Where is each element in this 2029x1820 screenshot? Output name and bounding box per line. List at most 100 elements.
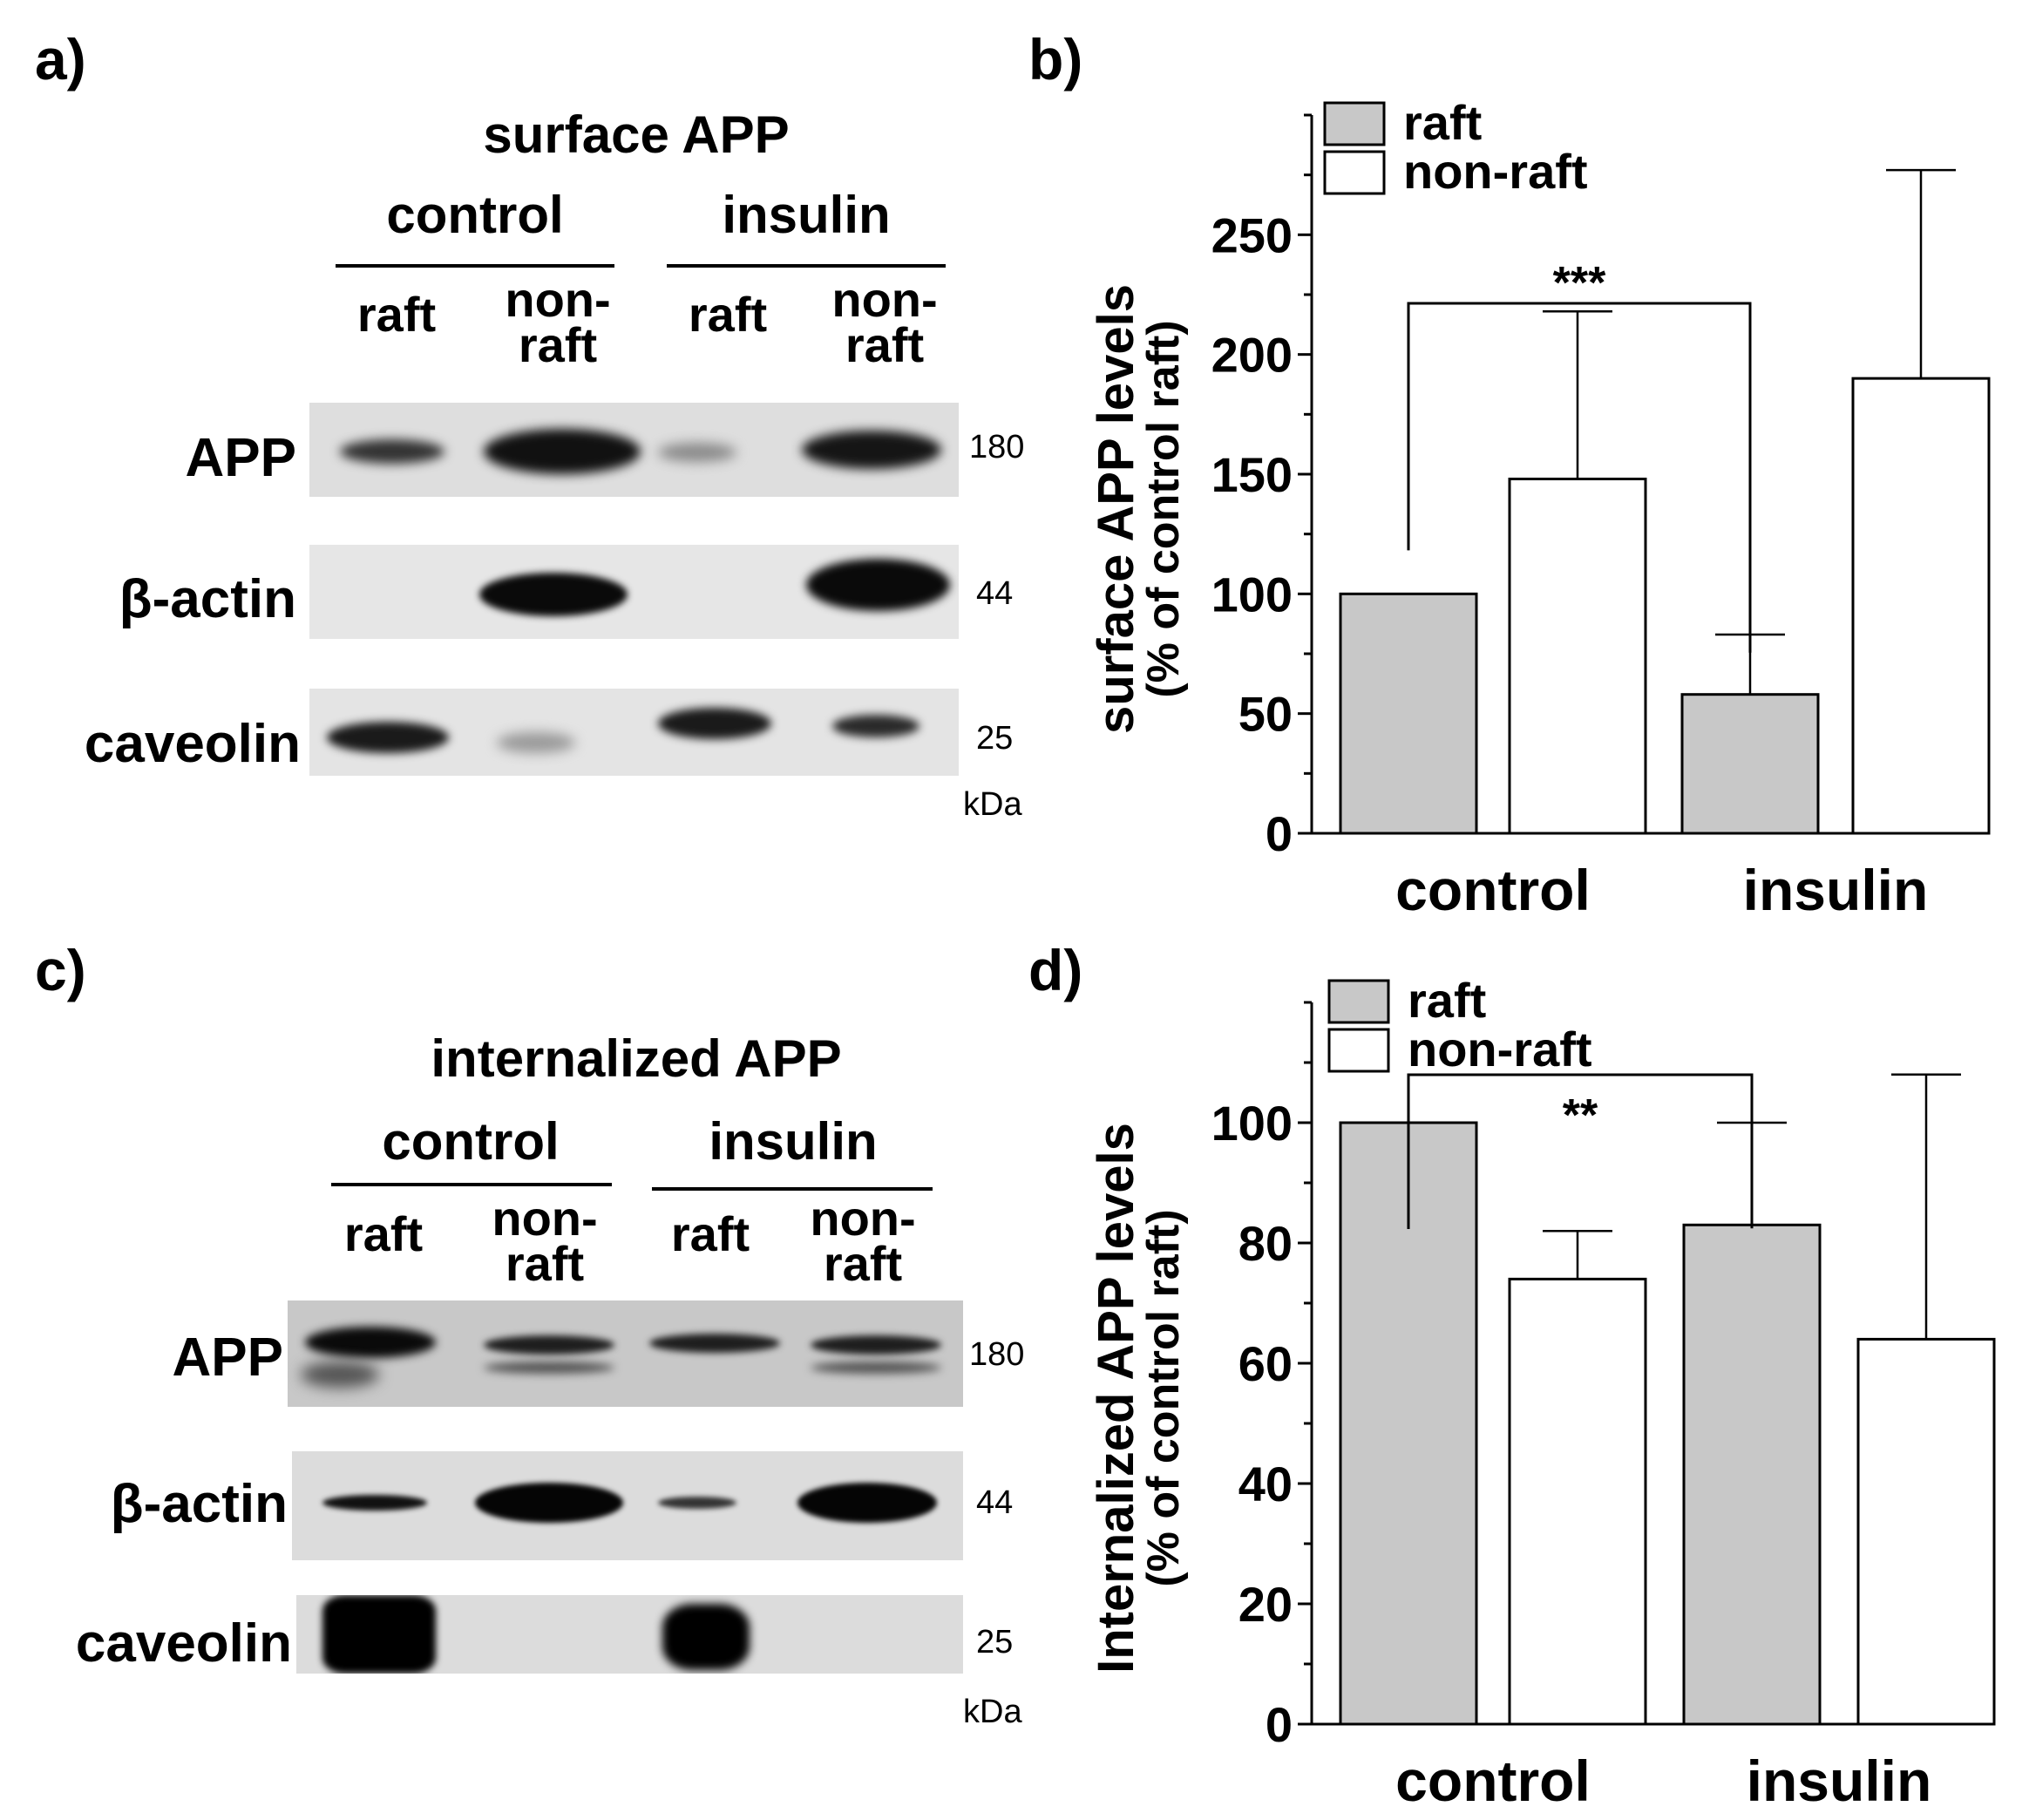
y-tick-label: 40 bbox=[1238, 1457, 1293, 1511]
band bbox=[806, 559, 950, 611]
lane-label-c-3: raft bbox=[670, 1206, 750, 1261]
band bbox=[649, 1334, 780, 1353]
band bbox=[475, 1483, 623, 1523]
band bbox=[832, 715, 919, 737]
panel-letter-a: a) bbox=[35, 27, 86, 92]
band bbox=[658, 708, 771, 739]
y-axis-label-line2: (% of control raft) bbox=[1138, 1209, 1189, 1586]
y-axis-label-line2: (% of control raft) bbox=[1138, 320, 1189, 697]
kda-a-unit: kDa bbox=[963, 786, 1022, 823]
kda-a-44: 44 bbox=[976, 575, 1014, 612]
row-label-c-caveolin: caveolin bbox=[75, 1613, 292, 1674]
y-axis-label-line1: surface APP levels bbox=[1088, 284, 1144, 734]
blot-title-a: surface APP bbox=[483, 105, 790, 164]
band bbox=[811, 1362, 941, 1374]
group-label-a-insulin: insulin bbox=[722, 186, 891, 244]
legend-swatch-raft bbox=[1323, 101, 1386, 146]
panel-letter-b: b) bbox=[1028, 27, 1083, 92]
kda-c-25: 25 bbox=[976, 1624, 1014, 1660]
y-tick-label: 80 bbox=[1238, 1216, 1293, 1271]
legend-label-non-raft: non-raft bbox=[1408, 1022, 1592, 1076]
x-category-label: insulin bbox=[1747, 1749, 1932, 1813]
group-line-c-control bbox=[331, 1183, 612, 1186]
bar-raft-insulin bbox=[1680, 693, 1820, 835]
blot-c-actin bbox=[292, 1451, 963, 1560]
panel-letter-d: d) bbox=[1028, 938, 1083, 1002]
legend-label-raft: raft bbox=[1408, 973, 1486, 1028]
blot-a-actin bbox=[309, 545, 959, 639]
group-label-a-control: control bbox=[386, 186, 564, 244]
legend-label-non-raft: non-raft bbox=[1403, 144, 1588, 199]
y-tick-label: 150 bbox=[1211, 447, 1293, 502]
bar-raft-control bbox=[1339, 1121, 1478, 1726]
band bbox=[658, 443, 736, 462]
row-label-a-actin: β-actin bbox=[119, 569, 296, 629]
x-category-label: insulin bbox=[1743, 858, 1929, 922]
y-tick-label: 0 bbox=[1266, 1697, 1293, 1752]
lane-label-a-3: raft bbox=[688, 287, 768, 342]
y-tick-label: 0 bbox=[1266, 806, 1293, 861]
bar-non-raft-control bbox=[1508, 1277, 1647, 1726]
y-tick-label: 50 bbox=[1238, 687, 1293, 742]
band bbox=[322, 1595, 436, 1674]
y-axis-label-line1: Internalized APP levels bbox=[1088, 1123, 1144, 1674]
bar-non-raft-control bbox=[1508, 477, 1647, 835]
legend-swatch-raft bbox=[1327, 979, 1390, 1024]
band bbox=[340, 439, 444, 464]
group-label-c-control: control bbox=[382, 1112, 560, 1171]
row-label-a-caveolin: caveolin bbox=[84, 714, 301, 774]
lane-label-a-1: raft bbox=[356, 287, 437, 342]
blot-a-caveolin bbox=[309, 689, 959, 776]
bar-non-raft-insulin bbox=[1856, 1337, 1996, 1726]
band bbox=[484, 1362, 614, 1374]
bar-raft-insulin bbox=[1682, 1223, 1822, 1726]
significance-label: *** bbox=[1553, 258, 1606, 309]
kda-a-25: 25 bbox=[976, 720, 1014, 757]
chart-b: 0 50 100 150 200 250 surface APP levels(% of c… bbox=[1088, 95, 1991, 922]
y-tick-label: 100 bbox=[1211, 1096, 1293, 1151]
kda-c-180: 180 bbox=[969, 1336, 1025, 1373]
group-line-a-control bbox=[336, 264, 614, 268]
y-tick-label: 60 bbox=[1238, 1336, 1293, 1391]
band bbox=[327, 722, 449, 753]
band bbox=[484, 1335, 614, 1355]
y-axis-label: Internalized APP levels(% of control raf… bbox=[1088, 1123, 1189, 1674]
bar-non-raft-insulin bbox=[1851, 377, 1991, 835]
significance-bracket bbox=[1407, 1073, 1754, 1229]
x-category-label: control bbox=[1395, 858, 1591, 922]
group-label-c-insulin: insulin bbox=[709, 1112, 878, 1171]
blot-c-app bbox=[288, 1300, 963, 1407]
panel-letter-c: c) bbox=[35, 938, 86, 1002]
lane-label-c-2: non-raft bbox=[492, 1191, 598, 1291]
group-line-c-insulin bbox=[652, 1187, 933, 1191]
blot-c-caveolin bbox=[296, 1595, 963, 1674]
significance-bracket bbox=[1407, 302, 1752, 653]
row-label-c-app: APP bbox=[172, 1328, 283, 1388]
band bbox=[802, 431, 941, 469]
x-category-label: control bbox=[1395, 1749, 1591, 1813]
band bbox=[497, 732, 575, 753]
y-tick-label: 200 bbox=[1211, 328, 1293, 383]
y-tick-label: 250 bbox=[1211, 207, 1293, 262]
lane-label-a-2: non-raft bbox=[505, 272, 611, 372]
lane-label-c-4: non-raft bbox=[810, 1191, 916, 1291]
band bbox=[662, 1604, 750, 1670]
band bbox=[484, 429, 641, 474]
band bbox=[797, 1483, 937, 1523]
significance-label: ** bbox=[1563, 1090, 1598, 1141]
group-line-a-insulin bbox=[667, 264, 946, 268]
chart-d: 0 20 40 60 80 100 Internalized APP levels(% of… bbox=[1088, 973, 1996, 1813]
band bbox=[658, 1497, 736, 1509]
row-label-c-actin: β-actin bbox=[110, 1474, 288, 1534]
band bbox=[479, 573, 628, 616]
kda-a-180: 180 bbox=[969, 429, 1025, 465]
band bbox=[322, 1495, 427, 1511]
legend-swatch-non-raft bbox=[1327, 1028, 1390, 1073]
y-tick-label: 20 bbox=[1238, 1577, 1293, 1632]
blot-title-c: internalized APP bbox=[431, 1029, 842, 1088]
band bbox=[305, 1327, 436, 1358]
bar-raft-control bbox=[1339, 592, 1478, 835]
kda-c-unit: kDa bbox=[963, 1694, 1022, 1730]
band bbox=[811, 1335, 941, 1355]
lane-label-a-4: non-raft bbox=[831, 272, 938, 372]
